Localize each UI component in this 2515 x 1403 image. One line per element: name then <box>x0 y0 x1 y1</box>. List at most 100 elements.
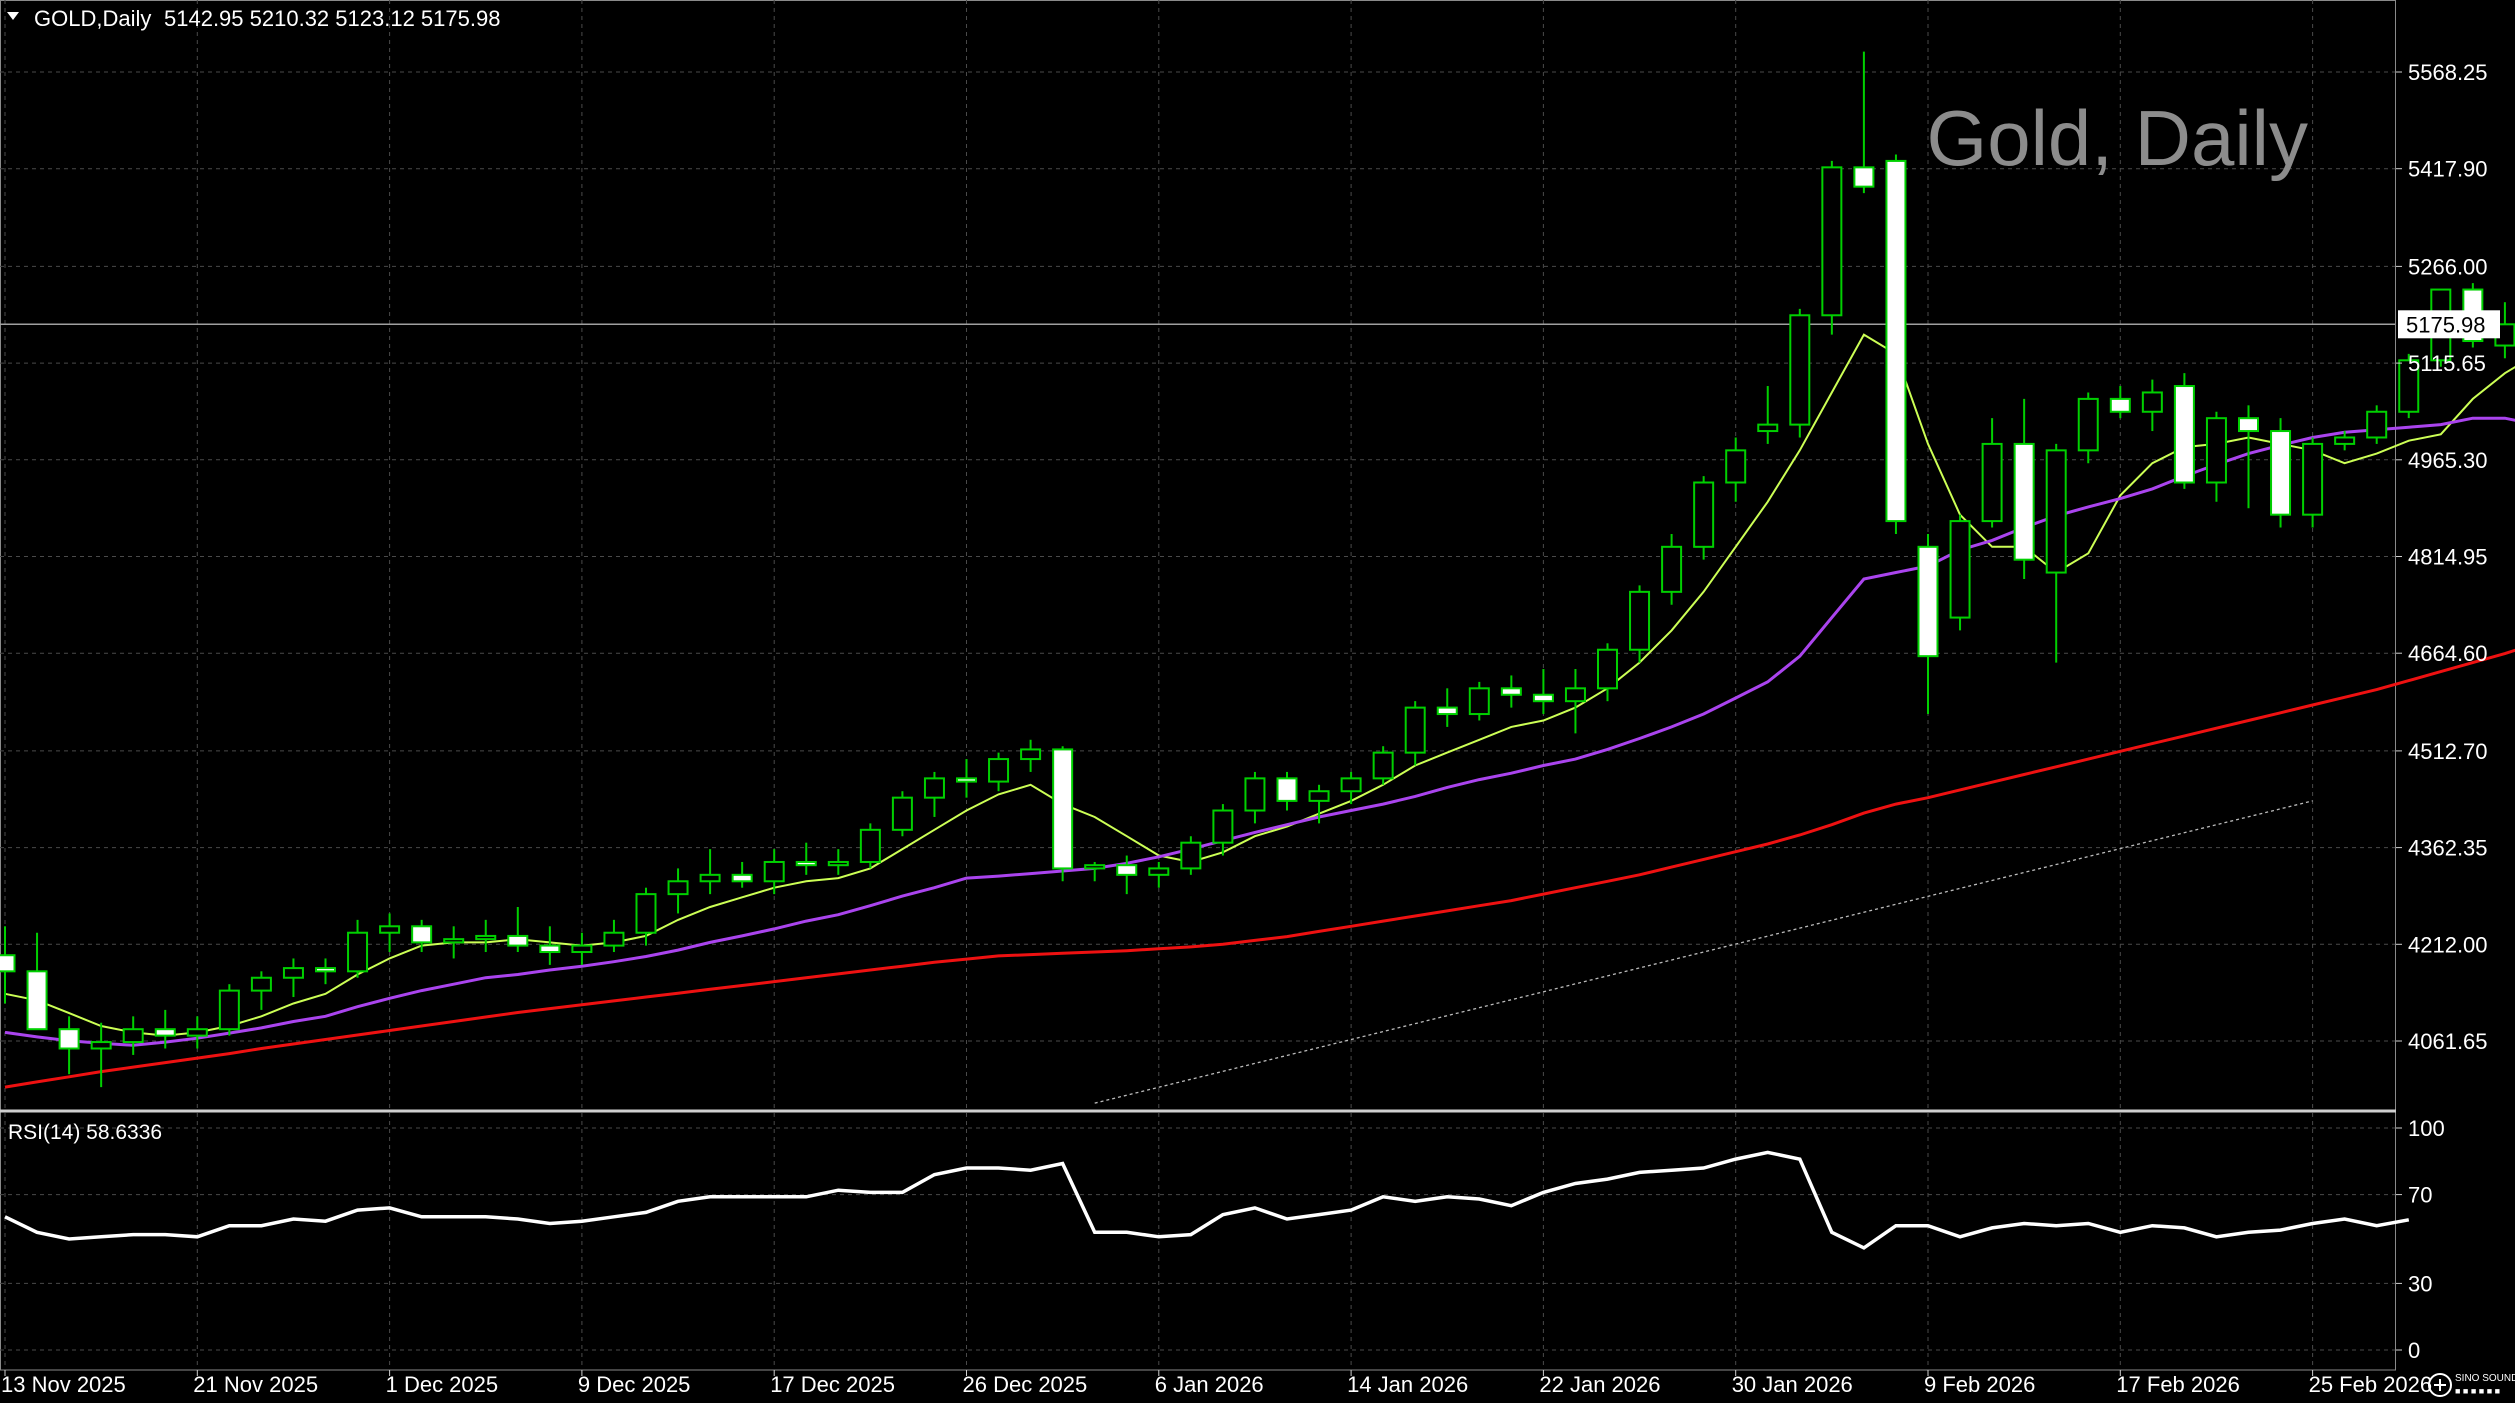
candle-body-bear <box>1116 864 1138 876</box>
candle <box>2077 392 2099 464</box>
candle-body-bear <box>0 954 16 973</box>
candle-body-bear <box>2270 430 2292 516</box>
time-tick-label: 6 Jan 2026 <box>1155 1372 1264 1397</box>
candle <box>795 842 817 875</box>
rsi-tick-label: 100 <box>2408 1116 2445 1141</box>
candle-body-bull <box>2334 436 2356 445</box>
candle-body-bull <box>2141 391 2163 413</box>
candle-body-bear <box>731 873 753 883</box>
rsi-tick-label: 70 <box>2408 1183 2432 1208</box>
candle-body-bear <box>26 970 48 1031</box>
candle-body-bull <box>1597 648 1618 690</box>
candle-body-bull <box>2366 410 2388 439</box>
candle-body-bull <box>1084 864 1106 870</box>
candle-body-bull <box>122 1028 144 1044</box>
candle-body-bull <box>891 796 913 831</box>
candle-body-bull <box>859 828 881 863</box>
candle <box>1020 739 1042 772</box>
ma-line-2 <box>4 416 2515 1047</box>
dropdown-triangle-icon[interactable] <box>7 12 19 20</box>
candle-body-bull <box>1308 790 1330 802</box>
candle-body-bull <box>218 989 240 1031</box>
candle <box>2302 437 2324 528</box>
price-tick-label: 4512.70 <box>2408 739 2488 764</box>
candle <box>1853 51 1875 194</box>
candle <box>1212 804 1234 856</box>
candle <box>2238 405 2259 509</box>
candle-body-bear <box>1436 706 1458 716</box>
candle <box>1308 784 1330 824</box>
candle <box>956 759 977 798</box>
price-tick-label: 4965.30 <box>2408 448 2488 473</box>
candle <box>58 1016 80 1075</box>
candle <box>1404 701 1426 766</box>
candle-body-bear <box>1853 166 1875 188</box>
candle <box>2045 443 2067 663</box>
candle-body-bull <box>2077 397 2099 452</box>
price-tick-label: 4814.95 <box>2408 545 2488 570</box>
candle <box>2173 373 2195 489</box>
candle-body-bull <box>1020 748 1042 761</box>
price-tick-label: 4362.35 <box>2408 836 2488 861</box>
candle <box>1372 746 1394 785</box>
candle-body-bull <box>186 1028 208 1037</box>
candle <box>1789 308 1811 438</box>
candle <box>379 913 401 953</box>
rsi-panel-frame <box>0 1111 2396 1371</box>
candle <box>154 1009 176 1049</box>
candle-body-bull <box>1468 687 1490 716</box>
time-tick-label: 13 Nov 2025 <box>1 1372 126 1397</box>
candle-body-bull <box>827 860 849 867</box>
candle <box>731 861 753 888</box>
candle-body-bear <box>539 944 561 954</box>
candle-body-bull <box>1340 777 1362 793</box>
candle <box>2109 386 2131 419</box>
time-tick-label: 22 Jan 2026 <box>1539 1372 1660 1397</box>
candle-body-bear <box>2109 397 2131 413</box>
chart-watermark: Gold, Daily <box>1927 94 2308 182</box>
candle-body-bull <box>635 893 657 934</box>
time-tick-label: 9 Feb 2026 <box>1924 1372 2035 1397</box>
candle <box>1661 533 1683 605</box>
candle <box>1981 418 2003 528</box>
ma-line-dotted <box>1094 800 2313 1104</box>
candle-body-bear <box>1500 687 1522 696</box>
time-tick-label: 26 Dec 2025 <box>963 1372 1088 1397</box>
candle-body-bull <box>1725 449 1747 484</box>
candle-body-bull <box>603 931 625 947</box>
ohlc-readout: 5142.95 5210.32 5123.12 5175.98 <box>164 6 500 31</box>
brand-logo: SINO SOUND ■ ■ ■ ■ ■ ■ <box>2428 1373 2515 1397</box>
candle <box>475 919 497 953</box>
candle <box>1276 771 1298 811</box>
candle <box>122 1016 144 1055</box>
candle-body-bull <box>2398 359 2420 413</box>
candle <box>315 958 336 985</box>
ma-line-3 <box>4 648 2515 1089</box>
candle-body-bear <box>58 1028 80 1050</box>
candle-body-bear <box>507 934 529 947</box>
time-axis: 13 Nov 2025 21 Nov 2025 1 Dec 2025 9 Dec 20… <box>1 1370 2432 1397</box>
price-tick-label: 4061.65 <box>2408 1029 2488 1054</box>
candle-body-bear <box>956 777 977 783</box>
candle <box>2013 398 2035 579</box>
rsi-axis: 100 70 30 0 <box>2396 1116 2445 1363</box>
candle <box>1180 836 1202 875</box>
candle-body-bull <box>475 934 497 941</box>
candle <box>763 849 785 895</box>
candle-body-bull <box>1693 481 1715 548</box>
grid <box>0 0 2395 1368</box>
candle-body-bear <box>1052 748 1074 870</box>
time-tick-label: 25 Feb 2026 <box>2309 1372 2433 1397</box>
candle <box>443 926 465 959</box>
price-tick-label: 4664.60 <box>2408 641 2488 666</box>
candle-body-bull <box>1148 867 1170 876</box>
candle-body-bull <box>379 925 401 934</box>
candle-body-bull <box>443 938 465 944</box>
candle-body-bear <box>1917 545 1939 658</box>
current-price-label: 5175.98 <box>2406 312 2486 337</box>
candle-body-bull <box>1180 841 1202 870</box>
candle <box>90 1022 112 1088</box>
time-tick-label: 21 Nov 2025 <box>193 1372 318 1397</box>
candle <box>1340 771 1362 805</box>
candle <box>1949 514 1971 631</box>
